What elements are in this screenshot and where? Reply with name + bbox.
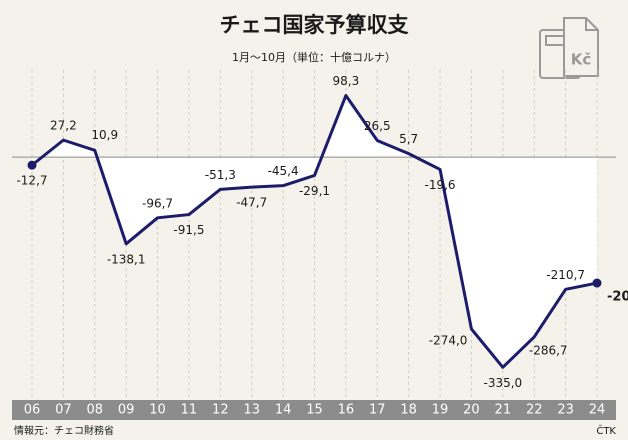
value-label: -200,7 [607,290,628,305]
area [32,95,597,368]
value-label: -96,7 [142,196,173,210]
chart-title: チェコ国家予算収支 [220,13,410,37]
value-label: -286,7 [529,343,568,357]
x-tick-label: 08 [87,403,104,418]
value-label: -45,4 [268,164,299,178]
document-fold [585,18,598,31]
x-tick-label: 16 [338,403,355,418]
point [592,278,602,288]
value-label: 26,5 [364,119,391,133]
value-label: -210,7 [546,268,585,282]
value-label: 98,3 [333,74,360,88]
value-label: -335,0 [483,376,522,390]
value-label: -138,1 [107,252,146,266]
x-tick-label: 21 [495,403,512,418]
x-tick-label: 09 [118,403,135,418]
x-tick-label: 11 [181,403,198,418]
value-label: -19,6 [425,178,456,192]
x-tick-label: 07 [55,403,72,418]
value-label: -51,3 [205,168,236,182]
chart-subtitle: 1月～10月（単位：十億コルナ） [232,50,396,64]
value-label: 5,7 [399,132,418,146]
value-label: 10,9 [91,128,118,142]
x-tick-label: 22 [526,403,543,418]
x-tick-label: 20 [463,403,480,418]
x-tick-label: 23 [557,403,574,418]
x-tick-label: 24 [589,403,606,418]
x-tick-label: 19 [432,403,449,418]
x-tick-label: 18 [400,403,417,418]
x-tick-label: 13 [243,403,260,418]
x-tick-label: 15 [306,403,323,418]
x-tick-label: 06 [24,403,41,418]
value-label: -274,0 [429,334,468,348]
icon-label: Kč [571,51,592,69]
x-tick-label: 12 [212,403,229,418]
value-label: 27,2 [50,119,77,133]
point [27,160,37,170]
x-tick-label: 17 [369,403,386,418]
credit: ČTK [596,424,616,437]
icon [539,17,599,79]
x-tick-label: 10 [149,403,166,418]
value-label: -47,7 [236,196,267,210]
x-axis-band [12,400,616,420]
source: 情報元：チェコ財務省 [14,424,114,437]
document [563,17,599,77]
value-label: -91,5 [173,223,204,237]
line [31,94,598,369]
value-label: -29,1 [299,184,330,198]
x-tick-label: 14 [275,403,292,418]
value-label: -12,7 [16,174,47,188]
